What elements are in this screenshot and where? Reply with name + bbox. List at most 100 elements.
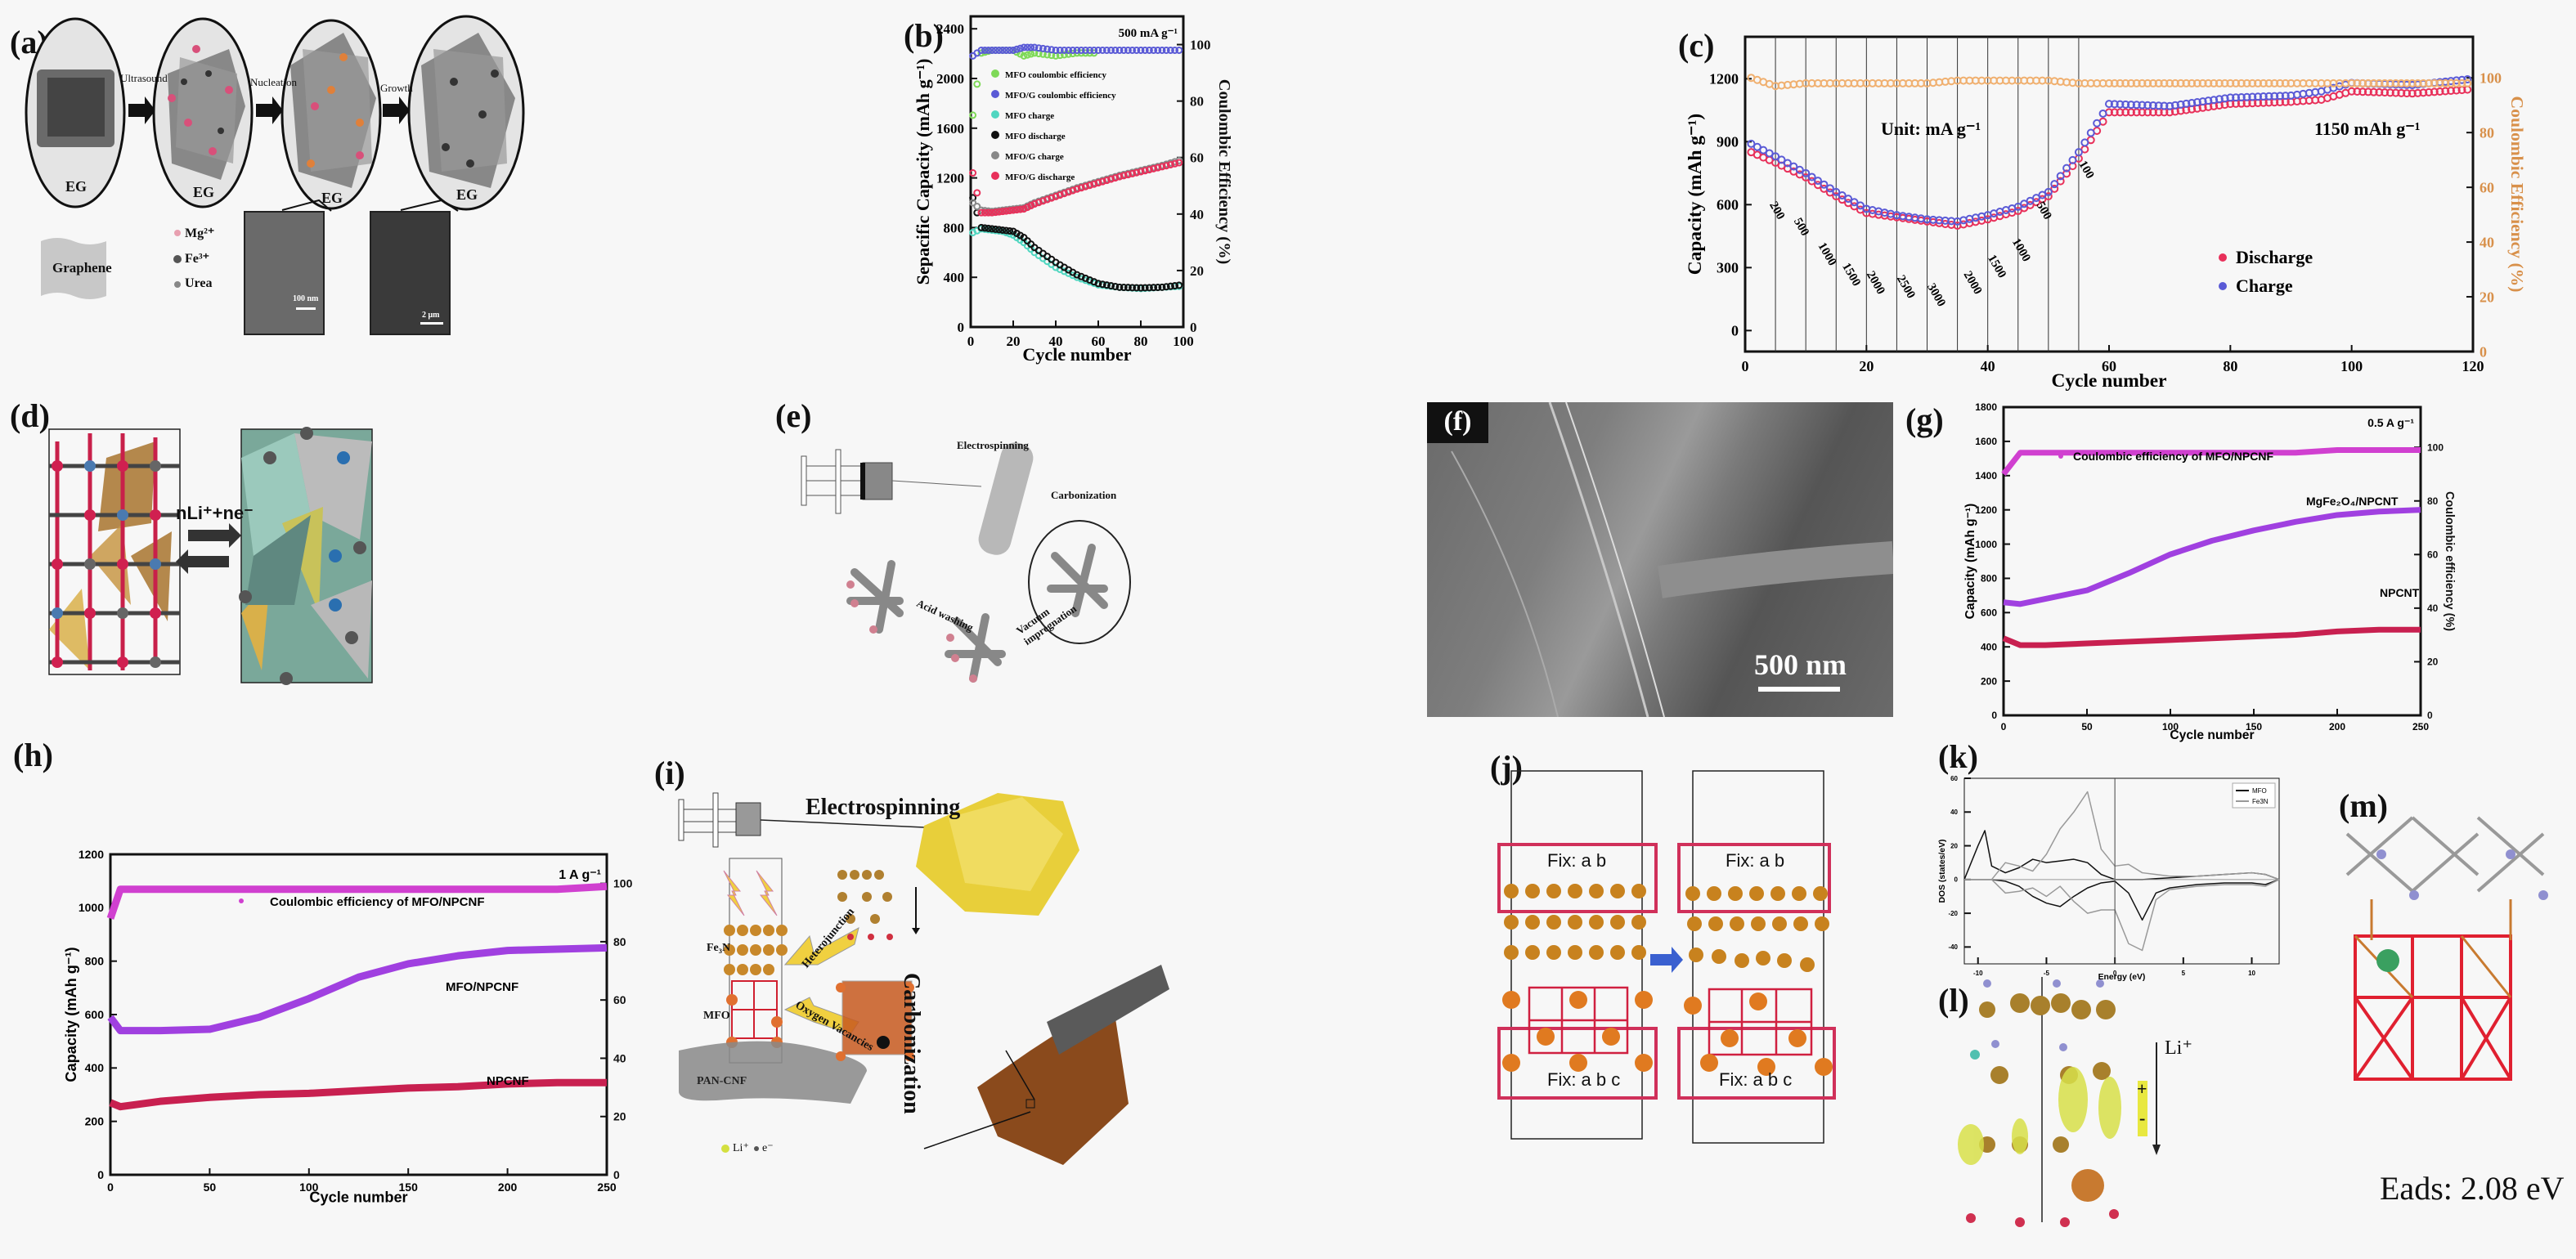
fix-ab-left: Fix: a b [1547, 850, 1607, 871]
panel-label-f: (f) [1427, 402, 1488, 443]
step-label-growth: Growth [380, 82, 413, 94]
scalebar-label: 500 nm [1754, 648, 1847, 681]
data-point [2105, 100, 2113, 109]
svg-text:80: 80 [2427, 495, 2439, 507]
data-point [2358, 78, 2367, 87]
data-point [2148, 101, 2157, 110]
svg-text:400: 400 [944, 270, 965, 285]
data-point [1102, 46, 1111, 54]
svg-text:800: 800 [85, 955, 105, 968]
data-point [2391, 88, 2400, 97]
data-point [1795, 165, 1804, 174]
data-point [1027, 202, 1035, 210]
data-point [2430, 78, 2439, 87]
scalebar [296, 307, 316, 310]
data-point [2358, 87, 2367, 96]
data-point [2192, 98, 2201, 107]
svg-text:50: 50 [204, 1181, 217, 1194]
data-point [1150, 284, 1158, 292]
adsorption-structure [2345, 816, 2548, 1081]
svg-text:60: 60 [1190, 150, 1204, 166]
svg-text:60: 60 [2480, 179, 2494, 195]
data-point [991, 225, 999, 233]
data-point [1158, 46, 1166, 54]
svg-text:10: 10 [2248, 970, 2255, 977]
svg-text:250: 250 [597, 1181, 617, 1194]
data-point [2447, 78, 2456, 87]
data-point [2154, 101, 2163, 110]
svg-text:Coulombic efficiency of MFO/NP: Coulombic efficiency of MFO/NPCNF [2073, 450, 2273, 463]
data-point [2116, 78, 2125, 87]
svg-text:1200: 1200 [79, 848, 104, 861]
data-point [1094, 179, 1102, 187]
charge-minus-label: - [2139, 1108, 2146, 1128]
data-point [2086, 128, 2095, 137]
data-point [1752, 142, 1761, 151]
data-point [1009, 46, 1017, 54]
svg-text:60: 60 [1092, 334, 1106, 349]
data-point [969, 199, 977, 207]
data-point [1020, 52, 1028, 60]
data-point [1120, 284, 1128, 292]
data-point [2408, 78, 2417, 87]
data-point [1060, 46, 1068, 54]
svg-text:0: 0 [2427, 710, 2433, 721]
panel-label-l: (l) [1938, 982, 1969, 1019]
data-point [977, 223, 985, 231]
svg-text:1200: 1200 [1975, 504, 1997, 516]
fix-abc-right: Fix: a b c [1719, 1069, 1793, 1090]
data-point [2110, 100, 2119, 109]
data-point [2192, 78, 2201, 87]
data-point [2242, 92, 2251, 101]
data-point [1052, 46, 1060, 54]
legend-fe: Fe³⁺ [185, 252, 210, 266]
data-point [1098, 46, 1106, 54]
data-point [2132, 101, 2141, 110]
data-point [2363, 87, 2372, 96]
svg-text:20: 20 [2427, 656, 2439, 668]
legend-urea: Urea [185, 276, 213, 290]
data-point [1150, 46, 1158, 54]
svg-text:600: 600 [85, 1008, 105, 1021]
data-point [2403, 78, 2412, 87]
data-point [1111, 282, 1120, 290]
data-point [2126, 108, 2135, 117]
svg-text:1000: 1000 [1815, 240, 1839, 268]
data-point [2176, 100, 2185, 109]
data-point [2182, 99, 2191, 108]
graphene-label: Graphene [52, 260, 112, 276]
panel-label-j: (j) [1490, 749, 1523, 786]
data-point [2056, 172, 2065, 181]
chart-c-rate: 0 20 40 60 80 100 1200300600900120002040608010… [1685, 35, 2527, 392]
svg-text:Coulombic Efficiency (%): Coulombic Efficiency (%) [1215, 79, 1233, 265]
svg-text:800: 800 [1981, 573, 1997, 585]
panel-label-g: (g) [1905, 401, 1944, 438]
data-point [2160, 78, 2169, 87]
data-point [1145, 166, 1153, 174]
data-point [2385, 88, 2394, 97]
panel-k: (k) -10 -5 0 5 10 -40 -20 0 20 40 60 Energy (eV) DOS… [1938, 728, 2322, 981]
data-point [1069, 46, 1077, 54]
data-point [1060, 51, 1068, 59]
svg-text:-10: -10 [1973, 970, 1983, 977]
data-point [2375, 87, 2384, 96]
data-point [2121, 100, 2130, 109]
data-point [981, 46, 989, 54]
svg-text:200: 200 [1981, 675, 1997, 687]
panel-d: (d) nLi⁺+ne⁻ [0, 392, 818, 728]
data-point [1802, 168, 1811, 177]
data-point [2435, 78, 2444, 87]
data-point [2170, 101, 2179, 110]
data-point [2198, 78, 2207, 87]
data-point [995, 46, 1003, 54]
svg-text:-20: -20 [1948, 910, 1958, 917]
data-point [999, 226, 1007, 234]
data-point [1107, 175, 1115, 183]
step-label-ultrasound: Ultrasound [120, 72, 168, 84]
svg-text:1000: 1000 [79, 901, 104, 914]
panel-f-sem-image: (f) 500 nm [1427, 402, 1893, 717]
data-point [995, 226, 1003, 234]
data-point [1154, 284, 1162, 292]
svg-text:Cycle number: Cycle number [1022, 344, 1131, 365]
data-point [1783, 159, 1792, 168]
